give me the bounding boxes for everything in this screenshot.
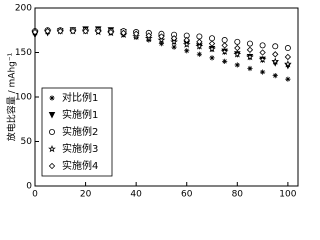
legend-label: 实施例1 (62, 108, 98, 121)
marker (195, 42, 204, 50)
marker (209, 55, 215, 61)
marker (107, 28, 115, 36)
marker (182, 40, 191, 48)
marker (234, 62, 240, 68)
marker (220, 47, 229, 55)
legend-label: 实施例3 (62, 142, 98, 155)
marker (183, 36, 190, 44)
marker (284, 45, 291, 52)
legend-marker (48, 144, 56, 153)
marker (272, 73, 278, 79)
marker (196, 33, 203, 40)
marker (246, 46, 254, 53)
y-axis-label: 放电比容量 / mAhg⁻¹ (6, 52, 18, 141)
marker (222, 58, 228, 64)
marker (95, 27, 102, 35)
marker (246, 40, 253, 47)
legend-marker (49, 95, 55, 101)
marker (234, 38, 241, 45)
x-tick-label: 40 (130, 190, 142, 200)
y-tick-label: 200 (15, 4, 32, 14)
marker (158, 41, 165, 47)
x-tick-label: 0 (32, 190, 38, 200)
y-tick-label: 150 (15, 48, 32, 58)
marker (82, 27, 89, 35)
marker (247, 65, 253, 72)
marker (145, 32, 152, 39)
marker (234, 44, 241, 52)
x-tick-label: 20 (80, 190, 92, 200)
marker (170, 35, 178, 42)
legend-label: 对比例1 (62, 91, 98, 104)
legend-label: 实施例2 (62, 125, 98, 138)
marker (146, 37, 152, 43)
marker (209, 35, 216, 42)
marker (272, 43, 279, 50)
marker (57, 27, 64, 35)
marker (259, 69, 266, 75)
legend: 对比例1 实施例1 实施例2 实施例3 实施例4 (41, 87, 113, 177)
marker (208, 44, 216, 53)
x-tick-label: 80 (232, 190, 244, 200)
marker (132, 30, 140, 37)
marker (259, 42, 266, 49)
marker (221, 42, 228, 49)
x-tick-label: 100 (279, 190, 296, 200)
marker (158, 33, 165, 40)
marker (233, 50, 242, 58)
marker (120, 29, 127, 37)
x-tick-label: 60 (181, 190, 193, 200)
marker (285, 76, 291, 82)
marker (44, 27, 51, 35)
marker (196, 51, 202, 57)
legend-marker (48, 162, 56, 170)
marker (272, 51, 279, 58)
chart: 放电比容量 / mAhg⁻¹ 0 20 40 60 80 100 0 50 100 150 200 对… (6, 4, 299, 200)
legend-marker (49, 128, 56, 135)
marker (157, 36, 166, 44)
y-tick-label: 100 (15, 93, 32, 103)
marker (221, 37, 228, 44)
marker (170, 37, 178, 46)
marker (171, 44, 177, 50)
marker (184, 48, 190, 54)
marker (196, 38, 203, 45)
marker (284, 53, 292, 61)
marker (31, 28, 39, 36)
marker (246, 52, 254, 61)
y-tick-label: 50 (21, 137, 33, 147)
marker (258, 55, 267, 63)
marker (284, 60, 292, 68)
legend-marker (48, 112, 56, 119)
marker (259, 49, 266, 56)
marker (69, 27, 77, 35)
marker (271, 57, 280, 65)
y-tick-label: 0 (26, 182, 32, 192)
marker (208, 40, 216, 47)
legend-label: 实施例4 (62, 159, 98, 172)
